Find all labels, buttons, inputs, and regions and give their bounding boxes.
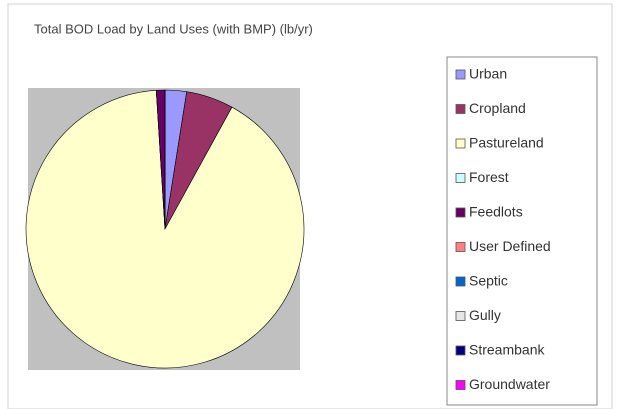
legend: Urban Cropland Pastureland Forest Feedlots Us…	[455, 66, 551, 392]
legend-swatch	[455, 138, 466, 149]
legend-swatch	[455, 173, 466, 183]
legend-box	[446, 56, 598, 406]
legend-swatch	[455, 276, 466, 287]
legend-label: Cropland	[469, 100, 526, 116]
pie-slice	[25, 89, 305, 369]
legend-label: Urban	[469, 66, 507, 82]
legend-label: Septic	[469, 273, 508, 289]
legend-label: Feedlots	[469, 204, 523, 220]
legend-swatch	[455, 345, 466, 356]
legend-swatch	[455, 242, 466, 252]
legend-label: Gully	[469, 307, 501, 323]
chart-title: Total BOD Load by Land Uses (with BMP) (…	[34, 21, 313, 36]
legend-label: User Defined	[469, 238, 551, 254]
legend-label: Forest	[469, 169, 509, 185]
legend-label: Pastureland	[469, 135, 544, 151]
pie	[25, 89, 305, 369]
legend-swatch	[455, 380, 466, 390]
legend-swatch	[455, 104, 466, 114]
legend-swatch	[455, 207, 466, 218]
legend-label: Groundwater	[469, 376, 550, 392]
legend-swatch	[455, 311, 466, 321]
legend-label: Streambank	[469, 342, 545, 358]
legend-swatch	[455, 69, 466, 80]
